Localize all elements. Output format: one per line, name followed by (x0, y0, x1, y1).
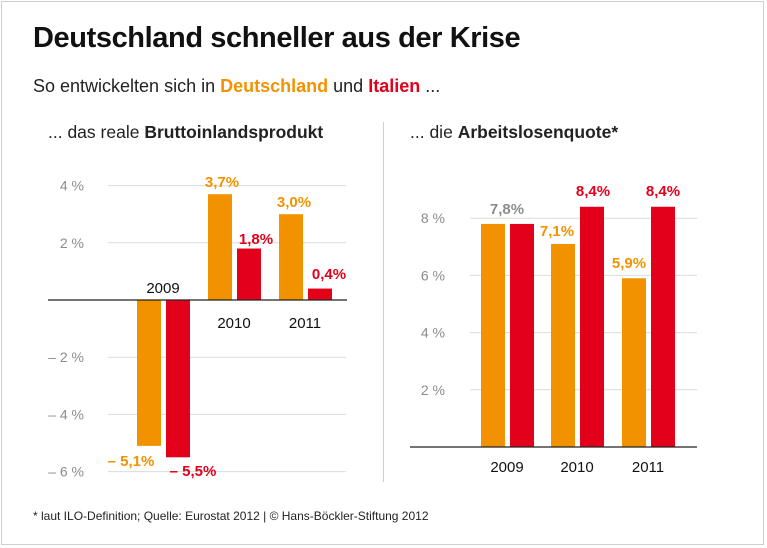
gdp-bar-deutschland-2009 (137, 300, 161, 446)
panel-divider (383, 122, 384, 482)
unemployment-bar-deutschland-2010 (551, 243, 575, 447)
gdp-category-label: 2010 (217, 315, 250, 332)
unemployment-data-label: 5,9% (612, 255, 646, 272)
gdp-bar-italien-2011 (308, 288, 332, 300)
gdp-bar-italien-2010 (237, 248, 261, 300)
subtitle-connector: und (333, 76, 364, 96)
unemployment-panel-title-bold: Arbeitslosenquote* (457, 122, 619, 142)
gdp-category-label: 2009 (146, 280, 179, 297)
unemployment-category-label: 2011 (632, 459, 664, 476)
gdp-ytick-label: 2 % (60, 235, 84, 251)
unemployment-ytick-label: 8 % (421, 210, 445, 226)
unemployment-data-label: 8,4% (646, 183, 680, 200)
unemployment-bar-italien-2010 (580, 206, 604, 447)
gdp-ytick-label: – 4 % (48, 406, 84, 422)
gdp-panel-title-bold: Bruttoinlandsprodukt (144, 122, 324, 142)
unemployment-bar-deutschland-2009 (481, 223, 505, 447)
gdp-data-label: – 5,5% (170, 463, 217, 480)
gdp-bar-deutschland-2010 (208, 194, 232, 300)
unemployment-panel-title: ... die Arbeitslosenquote* (410, 122, 618, 143)
footer-source: * laut ILO-Definition; Quelle: Eurostat … (33, 509, 429, 523)
unemployment-chart: 8 % 6 % 4 % 2 % 2009 2010 2011 7,8% 7,1% 5,9% 8,4%… (410, 183, 697, 476)
unemployment-bar-deutschland-2011 (622, 278, 646, 447)
unemployment-bar-italien-2011 (651, 206, 675, 447)
unemployment-data-label: 8,4% (576, 183, 610, 200)
chart-title: Deutschland schneller aus der Krise (33, 22, 521, 54)
gdp-panel-title: ... das reale Bruttoinlandsprodukt (48, 122, 323, 143)
unemployment-category-label: 2010 (560, 459, 593, 476)
unemployment-data-label: 7,8% (490, 201, 524, 218)
unemployment-ytick-label: 4 % (421, 325, 445, 341)
gdp-chart: 4 % 2 % – 2 % – 4 % – 6 % 2009 2010 2011 – 5,1% 3… (48, 174, 347, 480)
gdp-ytick-label: – 6 % (48, 464, 84, 480)
gdp-ytick-label: – 2 % (48, 349, 84, 365)
gdp-bar-deutschland-2011 (279, 214, 303, 300)
unemployment-category-label: 2009 (490, 459, 523, 476)
gdp-data-label: – 5,1% (108, 453, 155, 470)
gdp-panel-title-prefix: ... das reale (48, 122, 140, 142)
gdp-ytick-label: 4 % (60, 178, 84, 194)
subtitle-prefix: So entwickelten sich in (33, 76, 216, 96)
gdp-data-label: 0,4% (312, 266, 346, 283)
subtitle-germany: Deutschland (220, 76, 329, 96)
gdp-data-label: 3,0% (277, 194, 311, 211)
gdp-data-label: 1,8% (239, 231, 273, 248)
gdp-data-label: 3,7% (205, 174, 239, 191)
subtitle-suffix: ... (425, 76, 441, 96)
gdp-bar-italien-2009 (166, 300, 190, 458)
subtitle: So entwickelten sich in Deutschland und … (33, 76, 440, 97)
gdp-category-label: 2011 (289, 315, 321, 332)
subtitle-italy: Italien (368, 76, 421, 96)
unemployment-data-label: 7,1% (540, 223, 574, 240)
unemployment-ytick-label: 2 % (421, 382, 445, 398)
unemployment-ytick-label: 6 % (421, 267, 445, 283)
unemployment-bar-italien-2009 (510, 223, 534, 447)
unemployment-panel-title-prefix: ... die (410, 122, 453, 142)
